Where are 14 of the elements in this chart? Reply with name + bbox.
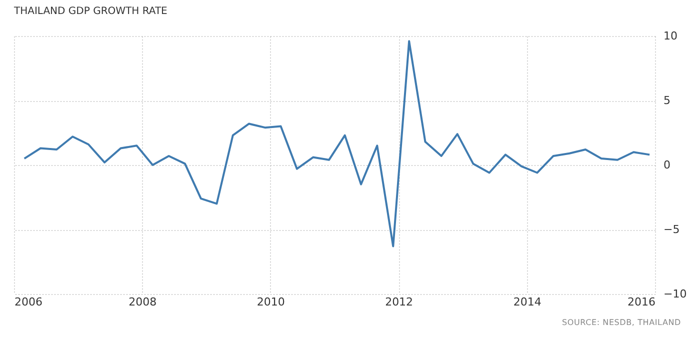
x-tick-label: 2016 <box>628 296 656 308</box>
y-tick-label: 5 <box>664 94 670 107</box>
y-tick-label: −10 <box>664 288 687 300</box>
x-tick-label: 2006 <box>14 296 42 308</box>
y-tick-label: 0 <box>664 158 670 172</box>
x-tick-label: 2012 <box>385 296 414 308</box>
y-tick-label: 10 <box>664 30 678 42</box>
chart-title: THAILAND GDP GROWTH RATE <box>13 6 168 17</box>
x-tick-label: 2010 <box>256 296 285 308</box>
x-tick-label: 2008 <box>128 296 157 308</box>
source-note: SOURCE: NESDB, THAILAND <box>562 318 681 327</box>
line-series <box>23 40 651 248</box>
y-tick-label: −5 <box>664 223 680 236</box>
x-tick-label: 2014 <box>513 296 542 308</box>
